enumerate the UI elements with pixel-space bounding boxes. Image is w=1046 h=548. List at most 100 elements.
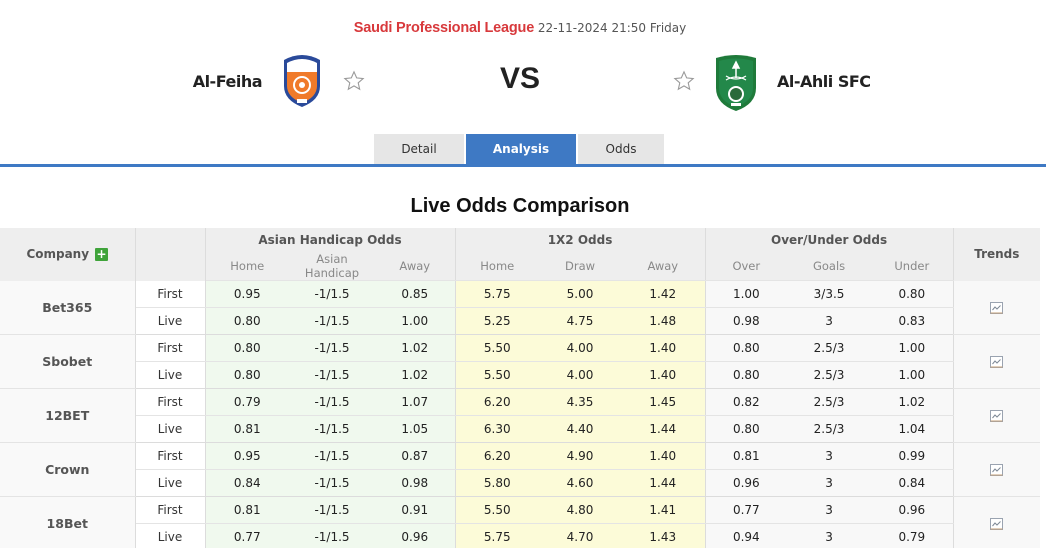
ou-over-odds: 0.80 xyxy=(705,361,788,389)
ah-handicap: -1/1.5 xyxy=(289,388,375,416)
x12-home-odds: 5.50 xyxy=(455,361,540,389)
odds-comparison-table: Company + Asian Handicap Odds 1X2 Odds Ov… xyxy=(0,228,1041,548)
table-row-first: Bet365 First 0.95 -1/1.5 0.85 5.75 5.00 … xyxy=(0,280,1041,335)
ah-home-odds: 0.77 xyxy=(205,523,289,548)
x12-draw-odds: 4.70 xyxy=(539,523,622,548)
company-header: Company + xyxy=(0,228,136,281)
league-name[interactable]: Saudi Professional League xyxy=(353,20,535,36)
ah-handicap: -1/1.5 xyxy=(289,334,375,362)
x12-header: 1X2 Odds xyxy=(455,228,706,252)
x12-home-odds: 5.80 xyxy=(455,469,540,497)
company-name[interactable]: 18Bet xyxy=(0,496,136,548)
x12-home-odds: 6.20 xyxy=(455,442,540,470)
away-team-name[interactable]: Al-Ahli SFC xyxy=(777,72,871,91)
table-row-live: Live 0.81 -1/1.5 1.05 6.30 4.40 1.44 0.8… xyxy=(0,415,1040,443)
company-name[interactable]: 12BET xyxy=(0,388,136,443)
company-name[interactable]: Sbobet xyxy=(0,334,136,389)
trend-button[interactable] xyxy=(953,280,1041,335)
ah-home-odds: 0.84 xyxy=(205,469,289,497)
odds-table-body: Bet365 First 0.95 -1/1.5 0.85 5.75 5.00 … xyxy=(0,280,1041,548)
x12-draw-odds: 4.00 xyxy=(539,334,622,362)
x12-draw-odds: 4.35 xyxy=(539,388,622,416)
x12-away-subheader: Away xyxy=(621,252,706,281)
ah-home-odds: 0.81 xyxy=(205,496,289,524)
ou-under-odds: 1.02 xyxy=(871,388,954,416)
odds-type: First xyxy=(135,388,206,416)
line-chart-icon[interactable] xyxy=(990,301,1004,314)
table-row-first: Sbobet First 0.80 -1/1.5 1.02 5.50 4.00 … xyxy=(0,334,1041,389)
trend-button[interactable] xyxy=(953,334,1041,389)
ah-away-odds: 1.02 xyxy=(375,361,456,389)
odds-type: Live xyxy=(135,361,206,389)
ou-under-odds: 0.96 xyxy=(871,496,954,524)
ou-over-subheader: Over xyxy=(705,252,788,281)
ou-goals: 3 xyxy=(787,523,872,548)
ou-over-odds: 0.94 xyxy=(705,523,788,548)
x12-draw-odds: 4.90 xyxy=(539,442,622,470)
ou-over-odds: 0.98 xyxy=(705,307,788,335)
trend-button[interactable] xyxy=(953,388,1041,443)
ou-over-odds: 0.96 xyxy=(705,469,788,497)
line-chart-icon[interactable] xyxy=(990,464,1004,476)
match-tabs: Detail Analysis Odds xyxy=(374,134,666,164)
ou-under-odds: 1.04 xyxy=(871,415,954,443)
odds-type: Live xyxy=(135,469,206,497)
ou-goals: 3 xyxy=(787,496,872,524)
ah-home-odds: 0.95 xyxy=(205,442,289,470)
match-datetime: 22-11-2024 21:50 Friday xyxy=(537,21,687,35)
ou-under-odds: 0.84 xyxy=(871,469,954,497)
ah-handicap: -1/1.5 xyxy=(289,307,375,335)
odds-type: Live xyxy=(135,523,206,548)
ah-handicap: -1/1.5 xyxy=(289,280,375,308)
ah-home-odds: 0.80 xyxy=(205,334,289,362)
ou-goals-subheader: Goals xyxy=(787,252,872,281)
match-header: Saudi Professional League 22-11-2024 21:… xyxy=(0,20,1040,36)
tab-detail[interactable]: Detail xyxy=(374,134,464,164)
home-team-name[interactable]: Al-Feiha xyxy=(192,72,263,91)
favorite-away-star-icon[interactable] xyxy=(673,70,695,92)
x12-away-odds: 1.40 xyxy=(621,442,706,470)
trend-button[interactable] xyxy=(953,442,1041,497)
tab-analysis[interactable]: Analysis xyxy=(466,134,576,164)
company-name[interactable]: Bet365 xyxy=(0,280,136,335)
type-header xyxy=(135,228,206,281)
ah-away-odds: 0.96 xyxy=(375,523,456,548)
x12-draw-subheader: Draw xyxy=(539,252,622,281)
x12-draw-odds: 4.40 xyxy=(539,415,622,443)
ah-away-subheader: Away xyxy=(375,252,456,281)
ah-home-odds: 0.95 xyxy=(205,280,289,308)
ou-under-odds: 0.80 xyxy=(871,280,954,308)
trend-button[interactable] xyxy=(953,496,1041,548)
line-chart-icon[interactable] xyxy=(990,356,1004,368)
line-chart-icon[interactable] xyxy=(990,410,1004,422)
x12-away-odds: 1.43 xyxy=(621,523,706,548)
home-team-logo xyxy=(284,55,320,107)
x12-home-odds: 6.20 xyxy=(455,388,540,416)
ah-home-odds: 0.81 xyxy=(205,415,289,443)
ah-home-odds: 0.79 xyxy=(205,388,289,416)
favorite-home-star-icon[interactable] xyxy=(343,70,365,92)
ah-away-odds: 0.87 xyxy=(375,442,456,470)
ah-away-odds: 1.07 xyxy=(375,388,456,416)
ah-handicap: -1/1.5 xyxy=(289,361,375,389)
line-chart-icon[interactable] xyxy=(990,518,1004,530)
x12-home-odds: 5.50 xyxy=(455,334,540,362)
company-name[interactable]: Crown xyxy=(0,442,136,497)
ah-home-odds: 0.80 xyxy=(205,307,289,335)
x12-away-odds: 1.41 xyxy=(621,496,706,524)
x12-draw-odds: 4.75 xyxy=(539,307,622,335)
table-row-live: Live 0.77 -1/1.5 0.96 5.75 4.70 1.43 0.9… xyxy=(0,523,1040,548)
x12-away-odds: 1.45 xyxy=(621,388,706,416)
x12-away-odds: 1.40 xyxy=(621,361,706,389)
trends-header: Trends xyxy=(953,228,1041,281)
table-row-live: Live 0.80 -1/1.5 1.02 5.50 4.00 1.40 0.8… xyxy=(0,361,1040,389)
add-company-plus-icon[interactable]: + xyxy=(95,247,109,262)
ou-goals: 3 xyxy=(787,469,872,497)
ou-under-odds: 1.00 xyxy=(871,334,954,362)
ah-home-subheader: Home xyxy=(205,252,289,281)
tab-odds[interactable]: Odds xyxy=(578,134,664,164)
x12-draw-odds: 4.60 xyxy=(539,469,622,497)
odds-type: Live xyxy=(135,415,206,443)
x12-home-odds: 5.75 xyxy=(455,280,540,308)
x12-draw-odds: 5.00 xyxy=(539,280,622,308)
